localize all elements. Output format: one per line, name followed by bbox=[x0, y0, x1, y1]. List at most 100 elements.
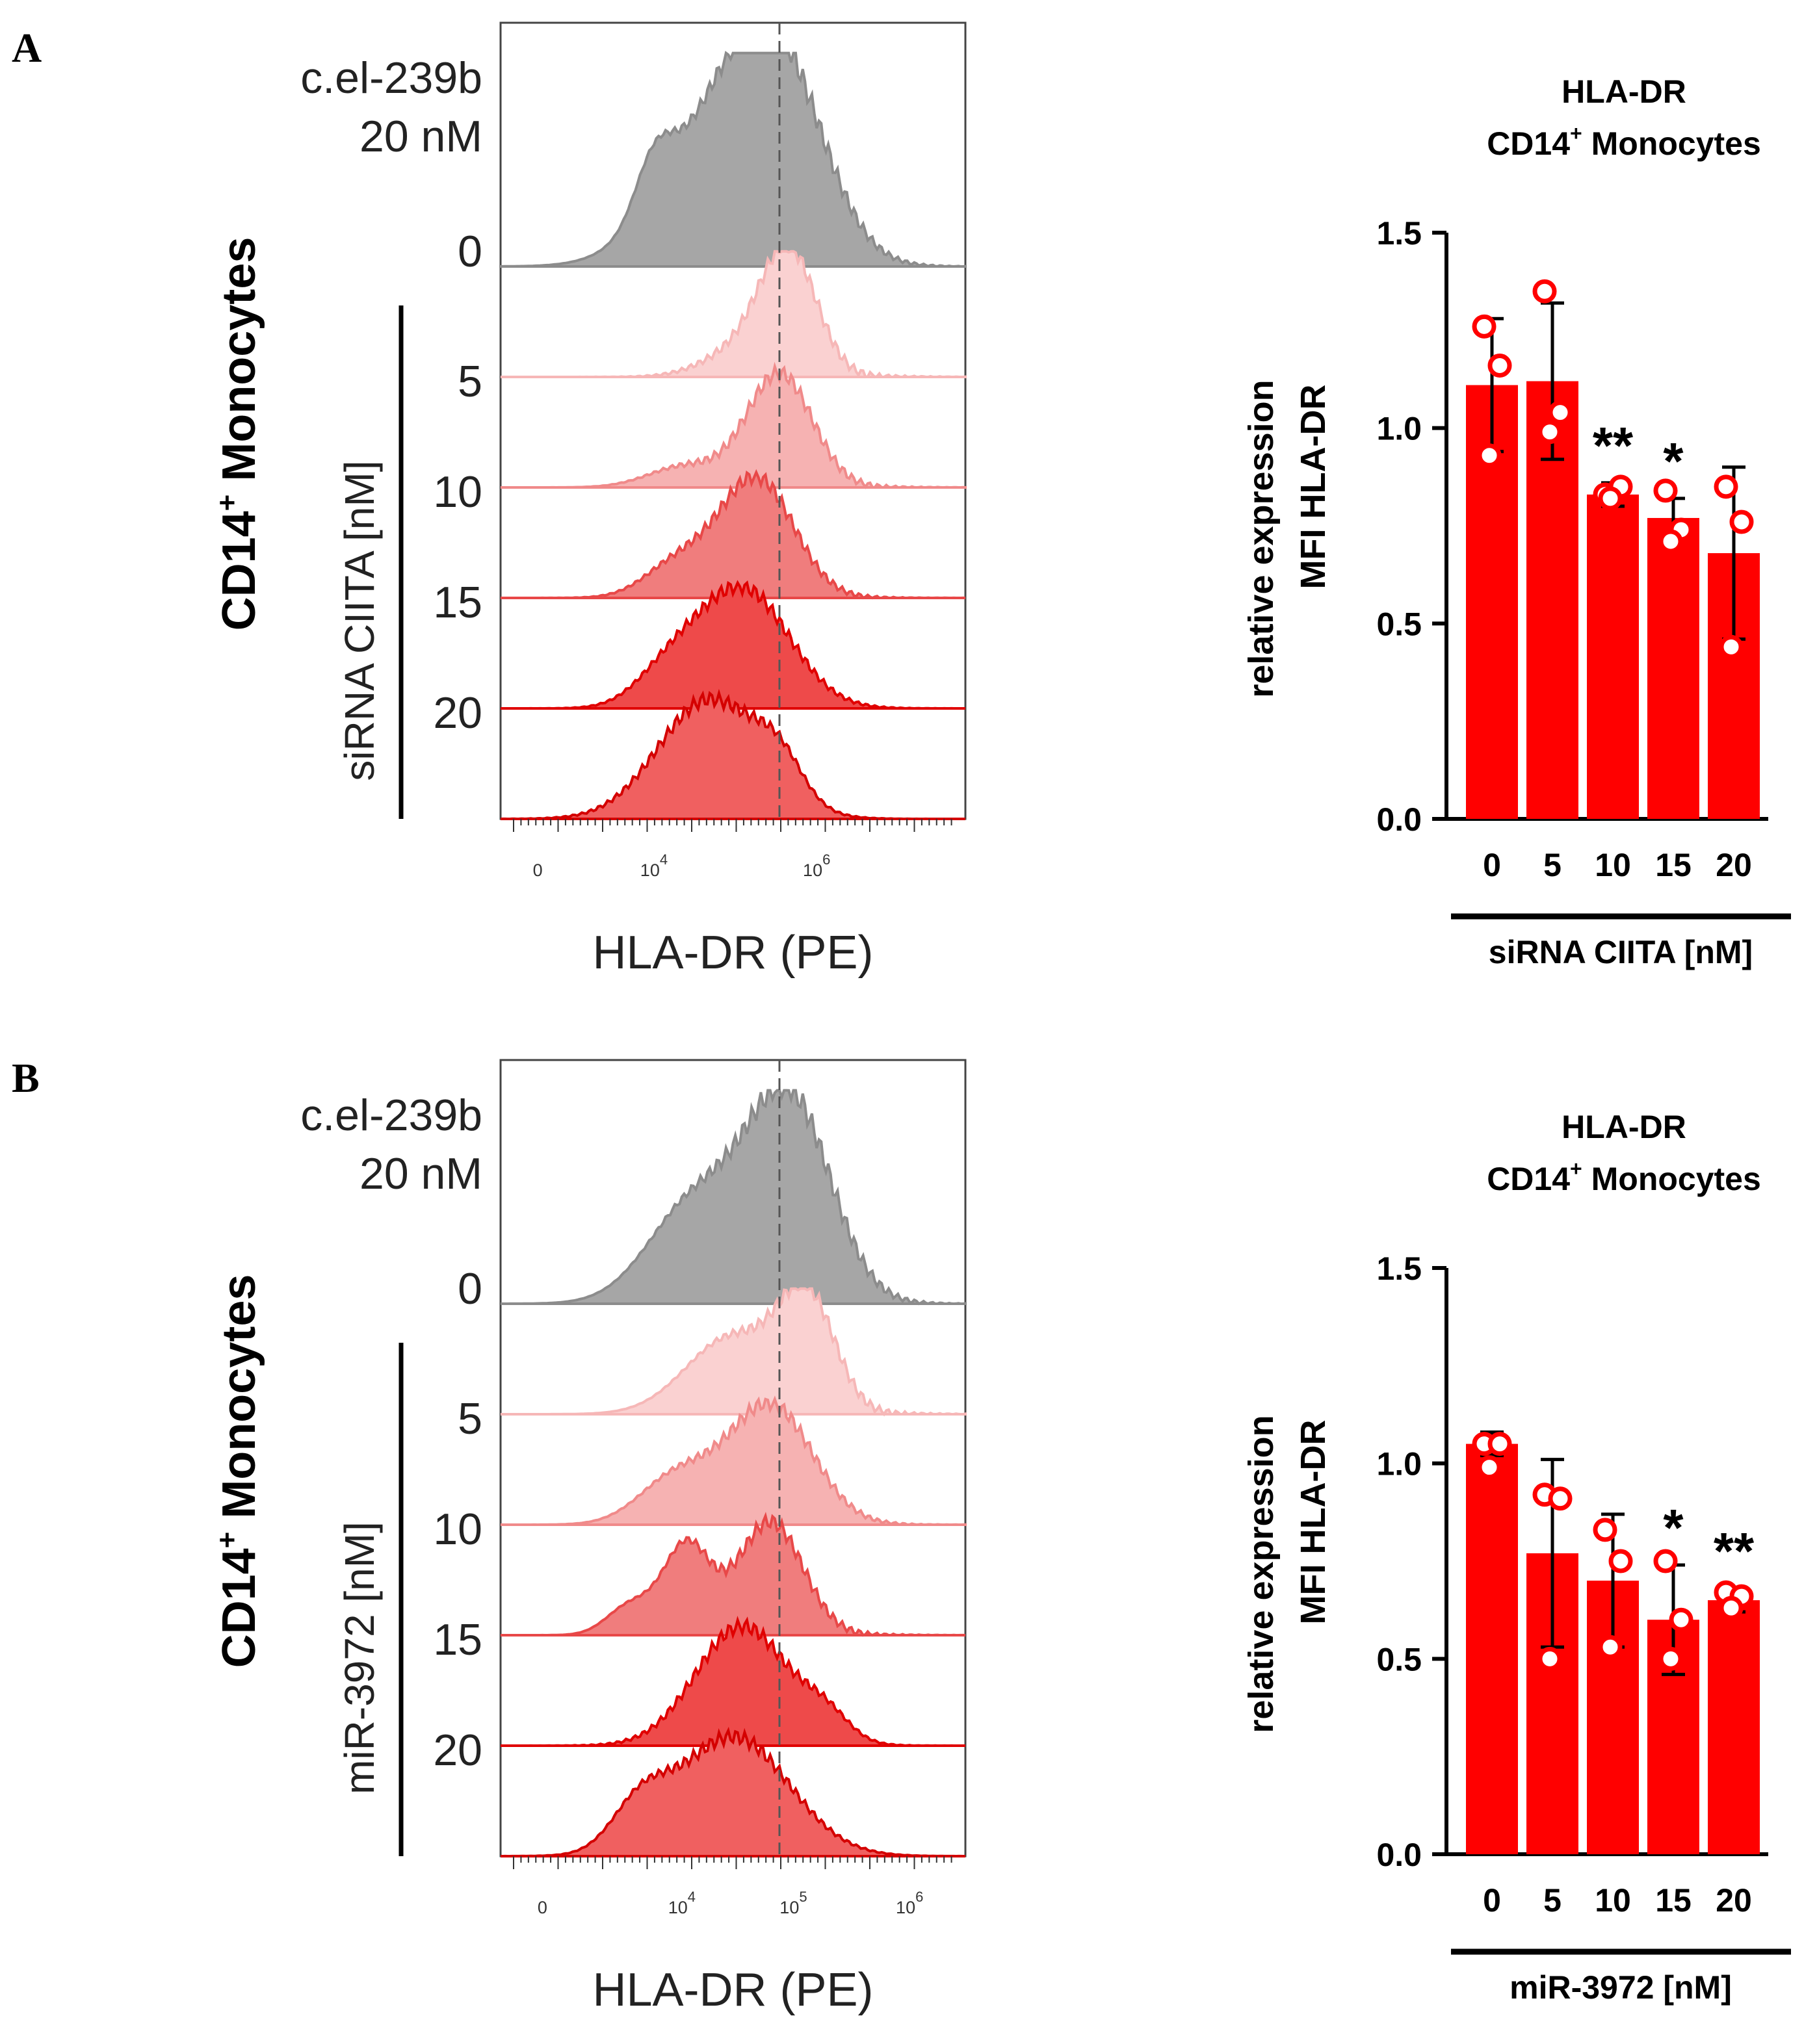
bar-chart-title-line2: CD14+ Monocytes bbox=[1487, 122, 1761, 162]
bar-chart-title-line1: HLA-DR bbox=[1562, 1109, 1686, 1145]
histogram-conc-20 bbox=[501, 1726, 965, 1858]
control-label-line2: 20 nM bbox=[359, 1149, 482, 1198]
facs-y-axis-label: CD14+ Monocytes bbox=[211, 237, 265, 631]
concentration-label-20: 20 bbox=[433, 688, 482, 738]
y-tick-label: 0.0 bbox=[1376, 1837, 1422, 1873]
histogram-conc-20 bbox=[500, 688, 965, 821]
bar-y-label-line2: MFI HLA-DR bbox=[1294, 385, 1333, 589]
bar-20 bbox=[1708, 1600, 1760, 1854]
x-tick-label: 0 bbox=[538, 1898, 547, 1917]
x-tick-label-15: 15 bbox=[1655, 1882, 1692, 1919]
concentration-label-0: 0 bbox=[458, 1264, 482, 1313]
x-tick-label: 106 bbox=[896, 1889, 923, 1917]
histogram-conc-5 bbox=[501, 1395, 967, 1527]
control-label-line1: c.el-239b bbox=[300, 53, 482, 103]
significance-marker: * bbox=[1663, 432, 1684, 490]
histogram-conc-5 bbox=[501, 361, 967, 489]
x-tick-label-20: 20 bbox=[1716, 847, 1752, 883]
significance-marker: ** bbox=[1593, 417, 1634, 474]
y-tick-label: 0.5 bbox=[1376, 606, 1422, 642]
facs-histogram-panel: 0 104 106 HLA-DR (PE) c.el-239b 20 nM 0 5 10 15 20… bbox=[211, 21, 967, 979]
panel-letter: A bbox=[12, 25, 42, 71]
treatment-label: siRNA CIITA [nM] bbox=[336, 460, 383, 781]
bar-y-label-line1: relative expression bbox=[1242, 380, 1281, 697]
x-tick-label: 106 bbox=[803, 851, 830, 880]
data-point bbox=[1548, 400, 1573, 425]
x-tick-label-5: 5 bbox=[1543, 1882, 1562, 1919]
x-tick-label: 104 bbox=[640, 851, 668, 880]
data-point bbox=[1653, 1549, 1678, 1573]
histogram-control bbox=[501, 1089, 967, 1306]
concentration-label-10: 10 bbox=[433, 1505, 482, 1554]
y-tick-label: 1.5 bbox=[1376, 1250, 1422, 1287]
histogram-conc-10 bbox=[501, 1512, 966, 1637]
data-point bbox=[1537, 420, 1562, 445]
data-point bbox=[1487, 353, 1512, 378]
bar-y-label-line2: MFI HLA-DR bbox=[1294, 1420, 1333, 1625]
data-point bbox=[1719, 634, 1744, 659]
data-point bbox=[1653, 478, 1678, 503]
facs-y-axis-label: CD14+ Monocytes bbox=[211, 1274, 265, 1668]
data-point bbox=[1537, 1646, 1562, 1671]
bar-chart-title-line2: CD14+ Monocytes bbox=[1487, 1157, 1761, 1197]
bar-x-axis-label: miR-3972 [nM] bbox=[1510, 1969, 1732, 2006]
histogram-conc-10 bbox=[501, 469, 966, 600]
bar-y-label-line1: relative expression bbox=[1242, 1415, 1281, 1733]
bar-0 bbox=[1466, 1443, 1518, 1854]
histogram-control bbox=[499, 51, 967, 268]
x-tick-label: 104 bbox=[668, 1889, 696, 1917]
bar-15 bbox=[1647, 517, 1699, 819]
histogram-conc-0 bbox=[501, 250, 967, 379]
treatment-label: miR-3972 [nM] bbox=[336, 1521, 383, 1794]
bar-chart: HLA-DR CD14+ Monocytes 0.0 0.5 1.0 1.5 relativ… bbox=[1242, 1109, 1791, 2006]
concentration-label-15: 15 bbox=[433, 578, 482, 627]
y-tick-label: 0.5 bbox=[1376, 1641, 1422, 1677]
data-point bbox=[1658, 529, 1683, 554]
facs-x-axis-label: HLA-DR (PE) bbox=[592, 1964, 873, 2016]
bar-10 bbox=[1587, 494, 1639, 819]
data-point bbox=[1669, 1607, 1693, 1632]
facs-x-axis-label: HLA-DR (PE) bbox=[592, 927, 873, 979]
data-point bbox=[1598, 486, 1623, 511]
data-point bbox=[1719, 1596, 1744, 1620]
bar-chart: HLA-DR CD14+ Monocytes 0.0 0.5 1.0 1.5 relativ… bbox=[1242, 73, 1791, 970]
y-tick-label: 1.0 bbox=[1376, 1446, 1422, 1482]
histogram-conc-15 bbox=[501, 580, 965, 710]
panel-letter: B bbox=[12, 1055, 40, 1101]
x-tick-label-0: 0 bbox=[1483, 847, 1501, 883]
bar-x-axis-label: siRNA CIITA [nM] bbox=[1489, 934, 1753, 970]
y-tick-label: 0.0 bbox=[1376, 801, 1422, 838]
panel-a: A 0 104 106 HLA-DR (PE) c.el-239b 20 nM 0 5 10 15 2… bbox=[12, 21, 1791, 979]
x-tick-label-10: 10 bbox=[1595, 1882, 1631, 1919]
x-tick-label-10: 10 bbox=[1595, 847, 1631, 883]
histogram-conc-0 bbox=[501, 1287, 967, 1417]
concentration-label-0: 0 bbox=[458, 227, 482, 276]
concentration-label-5: 5 bbox=[458, 357, 482, 406]
x-tick-label: 0 bbox=[533, 860, 543, 880]
data-point bbox=[1729, 510, 1754, 534]
x-tick-label-0: 0 bbox=[1483, 1882, 1501, 1919]
concentration-label-5: 5 bbox=[458, 1394, 482, 1443]
data-point bbox=[1487, 1432, 1512, 1456]
control-label-line2: 20 nM bbox=[359, 112, 482, 161]
data-point bbox=[1472, 314, 1497, 339]
concentration-label-15: 15 bbox=[433, 1615, 482, 1664]
bar-chart-title-line1: HLA-DR bbox=[1562, 73, 1686, 110]
data-point bbox=[1532, 279, 1557, 304]
concentration-label-10: 10 bbox=[433, 467, 482, 517]
x-tick-label-5: 5 bbox=[1543, 847, 1562, 883]
y-tick-label: 1.0 bbox=[1376, 411, 1422, 447]
data-point bbox=[1658, 1646, 1683, 1671]
significance-marker: * bbox=[1663, 1499, 1684, 1557]
x-tick-label-15: 15 bbox=[1655, 847, 1692, 883]
data-point bbox=[1608, 1549, 1633, 1573]
data-point bbox=[1714, 474, 1738, 499]
data-point bbox=[1593, 1518, 1617, 1542]
control-label-line1: c.el-239b bbox=[300, 1091, 482, 1140]
concentration-label-20: 20 bbox=[433, 1726, 482, 1775]
facs-histogram-panel: 0 104 105 106 HLA-DR (PE) c.el-239b 20 nM 0 5 10 1… bbox=[211, 1059, 967, 2016]
y-tick-label: 1.5 bbox=[1376, 215, 1422, 252]
data-point bbox=[1548, 1486, 1573, 1511]
